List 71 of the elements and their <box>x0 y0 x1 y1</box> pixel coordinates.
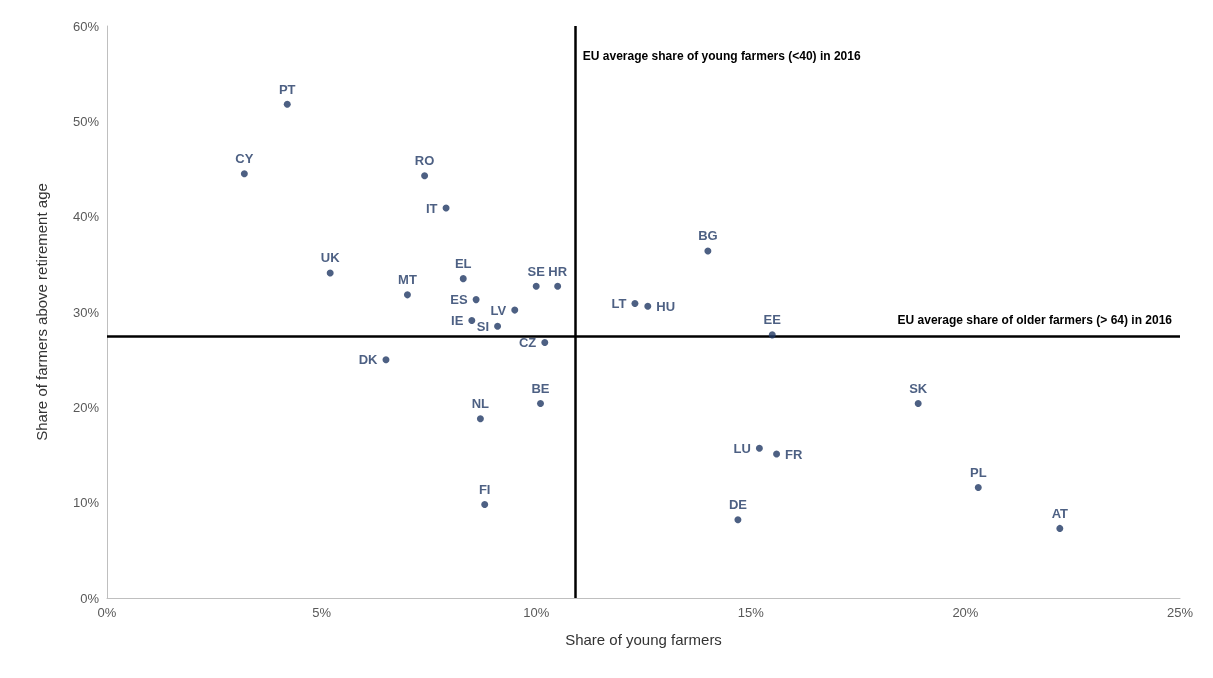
series-label: PL <box>969 464 987 480</box>
point <box>541 339 549 346</box>
series-label: ES <box>450 292 468 308</box>
point <box>283 100 291 108</box>
point <box>494 322 502 330</box>
point <box>481 501 489 509</box>
y-tick-label: 60% <box>72 18 100 34</box>
series-label: PT <box>278 81 296 97</box>
series-label: DK <box>358 352 379 368</box>
series-label: FR <box>785 446 803 462</box>
series-label: LT <box>611 295 627 311</box>
y-tick-label: 10% <box>72 495 100 511</box>
ref-line-label: EU average share of older farmers (> 64) in 2016 <box>897 312 1173 327</box>
point <box>326 269 334 277</box>
x-tick-label: 0% <box>97 605 117 620</box>
series-label: IT <box>426 200 438 216</box>
series-label: BE <box>531 381 550 397</box>
series-label: HU <box>656 298 676 314</box>
y-tick-label: 20% <box>72 399 100 415</box>
series-label: LU <box>733 440 751 456</box>
point <box>755 444 763 452</box>
point <box>554 282 562 290</box>
point <box>459 275 467 283</box>
series-label: RO <box>414 153 435 169</box>
series-label: EE <box>763 312 782 328</box>
point <box>240 170 248 178</box>
series-label: SE <box>527 263 546 279</box>
point <box>476 415 484 423</box>
series-label: IE <box>451 313 464 329</box>
point <box>773 450 781 458</box>
point <box>768 331 776 339</box>
series-label: SI <box>476 318 490 334</box>
x-tick-label: 20% <box>952 605 979 620</box>
point <box>421 172 429 180</box>
point <box>734 516 742 524</box>
point <box>532 282 540 290</box>
point <box>644 302 652 310</box>
series-label: SK <box>909 381 928 397</box>
point <box>631 299 639 307</box>
series-label: AT <box>1051 505 1069 521</box>
series-label: MT <box>398 272 417 288</box>
y-tick-label: 0% <box>80 590 100 606</box>
x-tick-label: 25% <box>1166 605 1194 620</box>
point <box>537 400 544 408</box>
series-label: UK <box>320 250 341 266</box>
series-label: NL <box>471 396 490 412</box>
x-tick-label: 15% <box>737 605 765 620</box>
point <box>1056 524 1064 532</box>
ref-line-label: EU average share of young farmers (<40) in 2016 <box>582 49 861 63</box>
x-tick-label: 5% <box>312 605 332 620</box>
y-tick-label: 30% <box>72 304 100 320</box>
x-tick-label: 10% <box>523 605 550 620</box>
series-label: HR <box>548 263 568 279</box>
series-label: CY <box>235 151 254 167</box>
point <box>382 356 390 364</box>
series-label: BG <box>698 228 718 244</box>
point <box>468 317 476 325</box>
point <box>472 296 480 304</box>
series-label: EL <box>454 256 472 272</box>
point <box>914 400 922 408</box>
series-label: DE <box>728 497 748 513</box>
y-tick-label: 40% <box>72 209 100 225</box>
x-axis-title: Share of young farmers <box>565 631 722 648</box>
point <box>974 483 982 491</box>
point <box>403 291 411 299</box>
series-label: LV <box>490 302 507 318</box>
series-label: FI <box>478 482 491 498</box>
y-tick-label: 50% <box>72 113 100 129</box>
y-axis-title: Share of farmers above retirement age <box>33 183 50 441</box>
point <box>511 306 519 314</box>
series-label: CZ <box>518 335 537 351</box>
